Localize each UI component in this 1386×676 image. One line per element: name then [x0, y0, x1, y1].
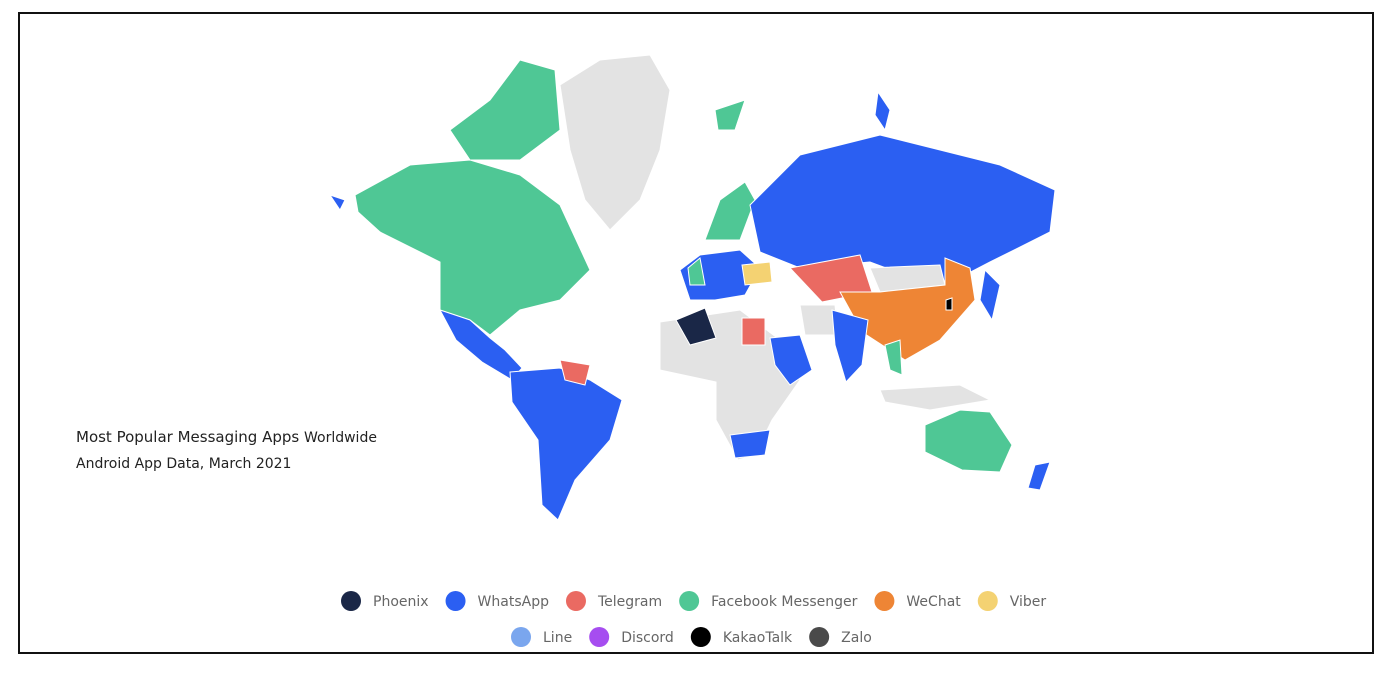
legend-swatch	[341, 591, 361, 611]
south-america	[509, 367, 623, 521]
legend-label: WeChat	[906, 594, 961, 610]
greenland	[559, 54, 671, 231]
arabia	[769, 334, 813, 386]
legend-label: Telegram	[597, 594, 662, 610]
japan	[979, 268, 1001, 322]
scandinavia	[704, 181, 756, 241]
russia	[749, 134, 1056, 289]
title-bold: Most Popular Messaging Apps	[76, 428, 299, 446]
africa	[659, 309, 801, 461]
south-africa	[729, 429, 771, 459]
venezuela	[559, 359, 591, 386]
legend-label: Viber	[1010, 594, 1047, 610]
map-title: Most Popular Messaging Apps Worldwide	[76, 428, 377, 446]
iceland	[714, 99, 746, 131]
title-rest: Worldwide	[304, 430, 377, 446]
legend-swatch	[809, 627, 830, 647]
frame	[18, 12, 1374, 654]
legend-swatch	[977, 591, 998, 611]
legend-swatch	[445, 591, 466, 611]
iran	[799, 304, 839, 336]
canada-arctic	[449, 59, 561, 161]
legend-label: Zalo	[841, 630, 872, 646]
egypt	[741, 317, 766, 346]
legend-swatch	[690, 627, 711, 647]
ukraine	[741, 261, 773, 286]
kamchatka	[874, 90, 891, 132]
legend-label: Discord	[621, 630, 674, 646]
legend-label: KakaoTalk	[723, 630, 793, 646]
legend: Phoenix WhatsApp Telegram Facebook Messenge…	[341, 591, 1046, 647]
map-subtitle: Android App Data, March 2021	[76, 456, 291, 472]
alaska-tip	[328, 194, 346, 211]
central-america	[438, 309, 523, 381]
legend-label: Line	[543, 630, 572, 646]
australia	[924, 409, 1013, 473]
new-zealand	[1027, 461, 1051, 491]
korea	[945, 297, 953, 311]
legend-swatch	[679, 591, 700, 611]
north-america	[354, 159, 591, 336]
uk	[687, 257, 706, 286]
algeria	[675, 307, 717, 346]
legend-label: Phoenix	[373, 594, 429, 610]
legend-label: WhatsApp	[478, 594, 550, 610]
china	[839, 257, 976, 361]
thailand	[884, 339, 903, 376]
legend-swatch	[565, 591, 586, 611]
indonesia	[879, 384, 992, 411]
india	[831, 309, 869, 383]
legend-swatch	[589, 627, 610, 647]
legend-swatch	[874, 591, 895, 611]
legend-label: Facebook Messenger	[711, 594, 857, 610]
world-map	[328, 54, 1056, 521]
legend-swatch	[511, 627, 531, 647]
